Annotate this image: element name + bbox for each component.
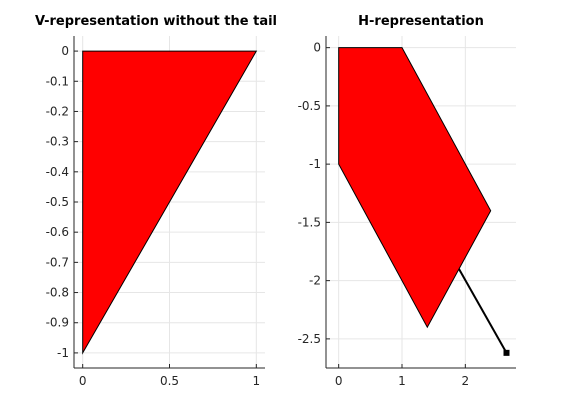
y-tick-label: -0.8 (46, 286, 69, 300)
y-tick-label: -2 (309, 274, 321, 288)
x-tick-label: 1 (252, 374, 260, 388)
chart-title: H-representation (358, 14, 484, 29)
polyhedron-region (82, 50, 258, 355)
y-tick-label: -0.1 (46, 74, 69, 88)
y-tick-label: -0.5 (298, 99, 321, 113)
y-tick-label: -2.5 (298, 332, 321, 346)
y-tick-label: 0 (61, 44, 69, 58)
y-tick-label: -1 (309, 157, 321, 171)
tail-line (458, 268, 508, 354)
x-tick-label: 1 (398, 374, 406, 388)
right-plot: 0 1 2 0 -0.5 -1 -1.5 -2 -2.5 H-representation (298, 14, 516, 388)
y-tick-label: -0.9 (46, 316, 69, 330)
chart-title: V-representation without the tail (35, 14, 277, 29)
y-tick-label: -0.2 (46, 104, 69, 118)
y-tick-label: -0.6 (46, 225, 69, 239)
tail-marker (503, 349, 510, 356)
x-tick-label: 0 (335, 374, 343, 388)
left-plot: 0 0.5 1 0 -0.1 -0.2 -0.3 -0.4 -0.5 -0.6 -0.7 -0.8 -0… (35, 14, 277, 388)
x-tick-label: 0 (79, 374, 87, 388)
y-tick-label: -0.4 (46, 165, 69, 179)
y-tick-label: -1 (57, 346, 69, 360)
x-tick-label: 2 (462, 374, 470, 388)
polyhedron-region (338, 47, 492, 329)
y-tick-label: -0.3 (46, 135, 69, 149)
x-tick-label: 0.5 (160, 374, 179, 388)
y-tick-label: -0.5 (46, 195, 69, 209)
y-tick-label: -0.7 (46, 255, 69, 269)
y-tick-label: 0 (313, 41, 321, 55)
y-tick-label: -1.5 (298, 215, 321, 229)
